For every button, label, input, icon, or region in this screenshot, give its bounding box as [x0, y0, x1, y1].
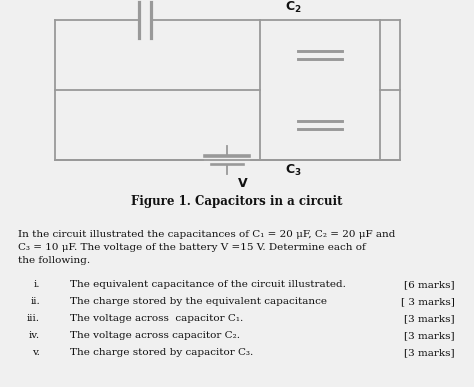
Text: [3 marks]: [3 marks]	[404, 314, 455, 323]
Text: In the circuit illustrated the capacitances of C₁ = 20 μF, C₂ = 20 μF and: In the circuit illustrated the capacitan…	[18, 230, 395, 239]
Text: The charge stored by capacitor C₃.: The charge stored by capacitor C₃.	[70, 348, 253, 357]
Text: $\mathbf{V}$: $\mathbf{V}$	[237, 177, 248, 190]
Text: The equivalent capacitance of the circuit illustrated.: The equivalent capacitance of the circui…	[70, 280, 346, 289]
Text: $\mathbf{C_3}$: $\mathbf{C_3}$	[285, 163, 302, 178]
Text: [6 marks]: [6 marks]	[404, 280, 455, 289]
Text: iii.: iii.	[27, 314, 40, 323]
Text: C₃ = 10 μF. The voltage of the battery V =15 V. Determine each of: C₃ = 10 μF. The voltage of the battery V…	[18, 243, 366, 252]
Text: ii.: ii.	[30, 297, 40, 306]
Text: The charge stored by the equivalent capacitance: The charge stored by the equivalent capa…	[70, 297, 327, 306]
Text: iv.: iv.	[29, 331, 40, 340]
Text: The voltage across  capacitor C₁.: The voltage across capacitor C₁.	[70, 314, 243, 323]
Text: The voltage across capacitor C₂.: The voltage across capacitor C₂.	[70, 331, 240, 340]
Text: [3 marks]: [3 marks]	[404, 331, 455, 340]
Text: v.: v.	[32, 348, 40, 357]
Text: i.: i.	[34, 280, 40, 289]
Text: the following.: the following.	[18, 256, 90, 265]
Text: Figure 1. Capacitors in a circuit: Figure 1. Capacitors in a circuit	[131, 195, 343, 208]
Text: [ 3 marks]: [ 3 marks]	[401, 297, 455, 306]
Text: $\mathbf{C_2}$: $\mathbf{C_2}$	[285, 0, 302, 15]
Text: [3 marks]: [3 marks]	[404, 348, 455, 357]
